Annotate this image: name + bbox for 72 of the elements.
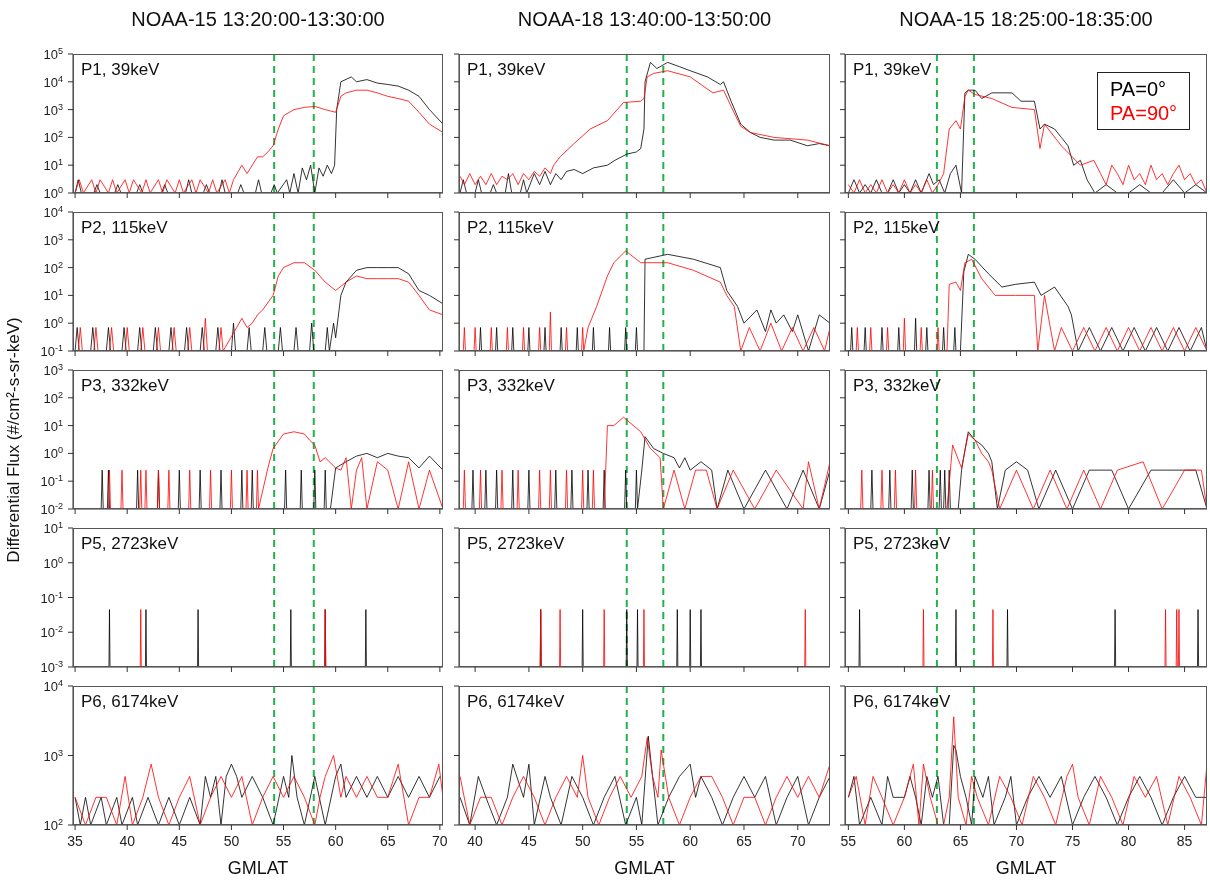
annotation: P2, 115keV [853,218,940,238]
y-tick-label: 10$^{-2}$ [40,624,63,641]
x-tick-label: 40 [119,833,136,849]
text: PA=0° [1110,77,1167,101]
y-tick-label: 10$^{-1}$ [40,589,63,606]
y-tick-label: 10$^{3}$ [43,231,63,248]
annotation: P2, 115keV [81,218,168,238]
x-tick-label: 60 [896,833,913,849]
x-axis-title: GMLAT [613,858,676,879]
x-tick-label: 60 [682,833,699,849]
y-tick-label: 10$^{2}$ [43,389,63,406]
y-tick-label: 10$^{3}$ [43,101,63,118]
x-tick-label: 70 [432,833,448,849]
y-tick-label: 10$^{5}$ [43,46,63,62]
annotation: P1, 39keV [467,60,546,80]
x-tick-label: 70 [1008,833,1025,849]
x-tick-label: 45 [171,833,188,849]
annotation: P5, 2723keV [81,534,179,554]
chart-title: NOAA-18 13:40:00-13:50:00 [516,8,773,31]
y-tick-label: 10$^{0}$ [43,445,63,462]
chart-title: NOAA-15 18:25:00-18:35:00 [898,8,1154,31]
y-tick-label: 10$^{3}$ [43,362,63,378]
x-tick-label: 55 [840,833,857,849]
y-tick-label: 10$^{-1}$ [40,473,63,490]
y-tick-label: 10$^{2}$ [43,129,63,146]
annotation: P3, 332keV [853,376,941,396]
x-tick-label: 55 [628,833,645,849]
y-tick-label: 10$^{1}$ [43,520,63,536]
x-tick-label: 35 [67,833,84,849]
y-tick-label: 10$^{3}$ [43,747,63,764]
annotation: P5, 2723keV [467,534,565,554]
x-tick-label: 75 [1064,833,1081,849]
y-tick-label: 10$^{4}$ [43,678,63,694]
y-tick-label: 10$^{4}$ [43,73,63,90]
y-tick-label: 10$^{-3}$ [40,659,63,675]
x-tick-label: 65 [736,833,752,849]
annotation: P3, 332keV [81,376,169,396]
annotation: P3, 332keV [467,376,555,396]
annotation: P6, 6174keV [467,692,565,712]
y-tick-label: 10$^{4}$ [43,204,63,220]
x-tick-label: 45 [521,833,537,849]
y-tick-label: 10$^{-1}$ [40,343,63,359]
annotation: P1, 39keV [81,60,160,80]
chart-title: NOAA-15 13:20:00-13:30:00 [130,8,386,31]
y-tick-label: 10$^{0}$ [43,185,63,201]
y-tick-label: 10$^{0}$ [43,554,63,571]
x-tick-label: 50 [223,833,240,849]
y-tick-label: 10$^{2}$ [43,817,63,833]
x-tick-label: 65 [952,833,969,849]
x-tick-label: 50 [574,833,591,849]
x-tick-label: 65 [379,833,396,849]
x-tick-label: 55 [275,833,292,849]
x-tick-label: 40 [467,833,484,849]
annotation: P5, 2723keV [853,534,951,554]
annotation: P1, 39keV [853,60,932,80]
y-tick-label: 10$^{2}$ [43,259,63,276]
y-tick-label: 10$^{1}$ [43,157,63,174]
x-axis-title: GMLAT [994,858,1058,879]
annotation: P6, 6174keV [81,692,179,712]
x-tick-label: 80 [1120,833,1137,849]
x-tick-label: 85 [1176,833,1193,849]
annotation: P2, 115keV [467,218,554,238]
series-label: PA=90° [1110,101,1178,125]
x-tick-label: 60 [327,833,344,849]
y-tick-label: 10$^{-2}$ [40,501,63,517]
x-tick-label: 70 [789,833,806,849]
x-axis-title: GMLAT [226,858,290,879]
y-axis-title: Differential Flux (#/cm²-s-sr-keV) [4,316,24,563]
y-tick-label: 10$^{0}$ [43,315,63,332]
y-tick-label: 10$^{1}$ [43,417,63,434]
annotation: P6, 6174keV [853,692,951,712]
y-tick-label: 10$^{1}$ [43,287,63,304]
